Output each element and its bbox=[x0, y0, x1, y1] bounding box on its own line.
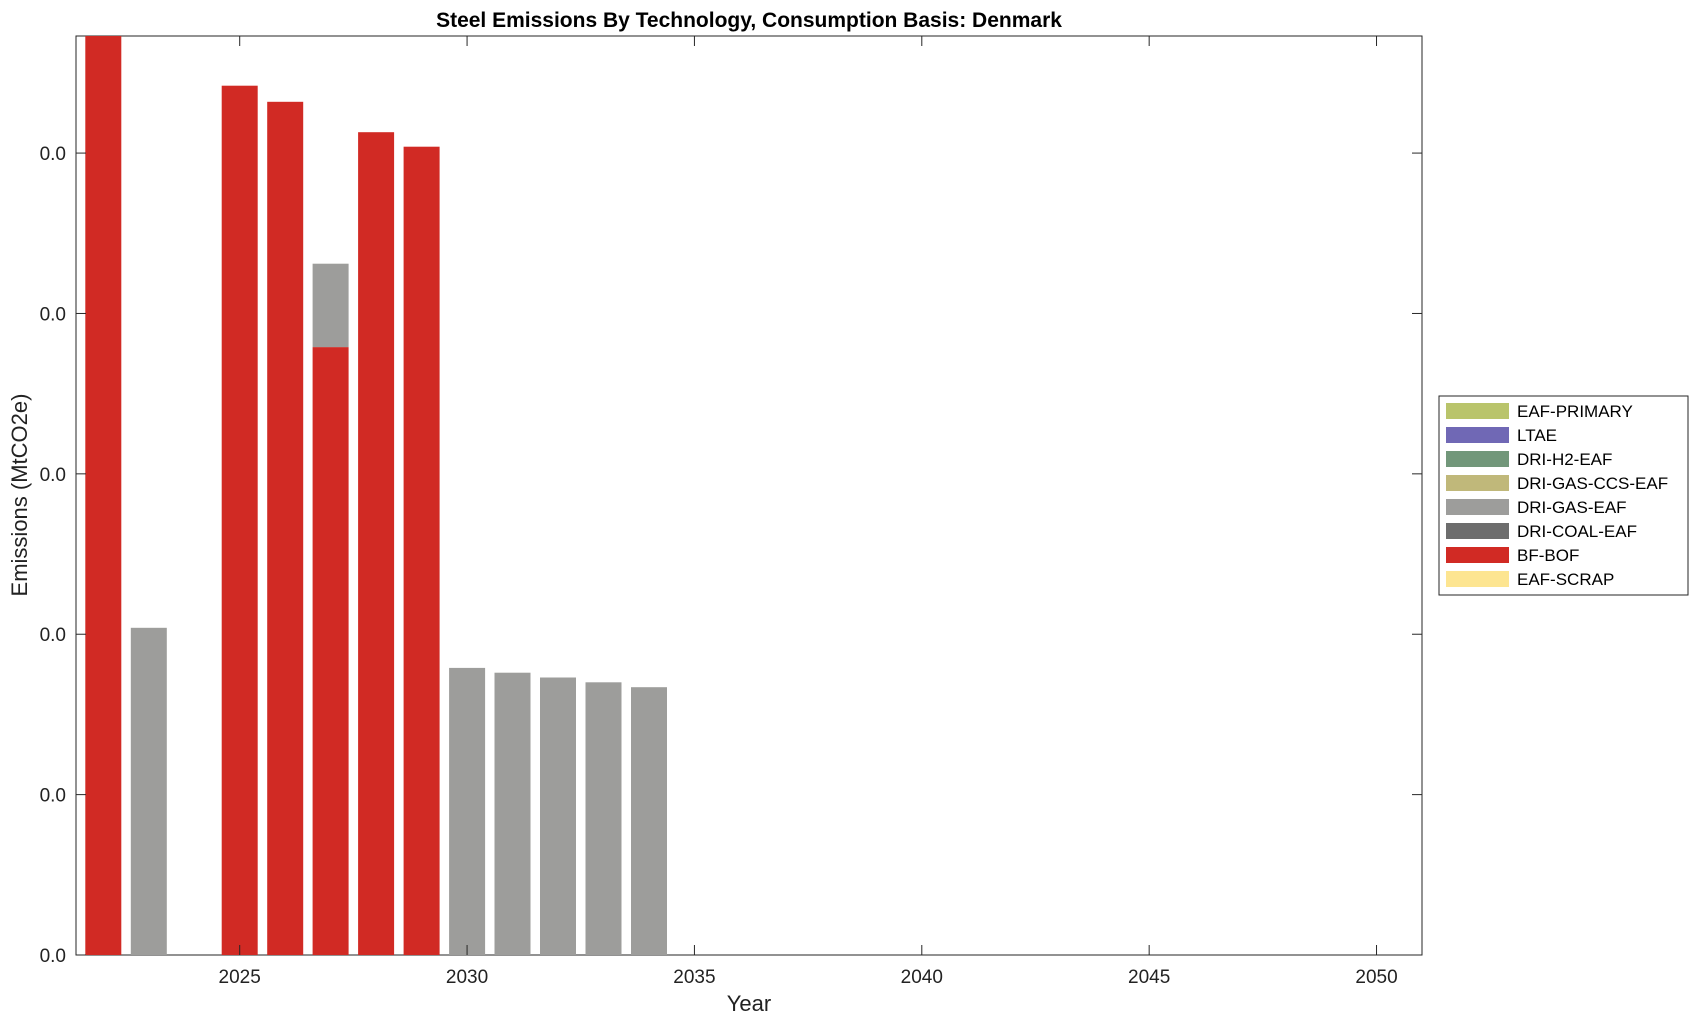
x-tick-label: 2035 bbox=[673, 967, 715, 988]
legend-label-bf-bof: BF-BOF bbox=[1517, 546, 1579, 565]
legend-label-dri-gas-eaf: DRI-GAS-EAF bbox=[1517, 498, 1627, 517]
legend-label-eaf-scrap: EAF-SCRAP bbox=[1517, 570, 1614, 589]
y-axis-label: Emissions (MtCO2e) bbox=[7, 394, 32, 597]
bar-bf-bof-2027 bbox=[312, 347, 349, 956]
y-axis: 0.0 0.0 0.0 0.0 0.0 0.0 bbox=[40, 144, 1422, 967]
legend-swatch-ltae bbox=[1446, 427, 1509, 443]
bar-dri-gas-eaf-2023 bbox=[130, 627, 167, 955]
x-tick-label: 2045 bbox=[1128, 967, 1170, 988]
legend-label-dri-coal-eaf: DRI-COAL-EAF bbox=[1517, 522, 1637, 541]
bar-bf-bof-2025 bbox=[221, 85, 258, 955]
bar-bf-bof-2026 bbox=[267, 101, 304, 956]
y-tick-label: 0.0 bbox=[40, 946, 66, 967]
bar-dri-gas-eaf-2033 bbox=[585, 682, 622, 955]
legend-label-eaf-primary: EAF-PRIMARY bbox=[1517, 402, 1633, 421]
legend-swatch-dri-gas-ccs-eaf bbox=[1446, 475, 1509, 491]
y-tick-label: 0.0 bbox=[40, 465, 66, 486]
x-tick-label: 2025 bbox=[219, 967, 261, 988]
bar-bf-bof-2028 bbox=[358, 132, 395, 955]
x-tick-label: 2040 bbox=[901, 967, 943, 988]
y-tick-label: 0.0 bbox=[40, 786, 66, 807]
legend-box bbox=[1438, 395, 1689, 596]
bar-bf-bof-2022 bbox=[85, 36, 122, 955]
y-tick-label: 0.0 bbox=[40, 625, 66, 646]
y-tick-label: 0.0 bbox=[40, 304, 66, 325]
bar-dri-gas-eaf-2032 bbox=[540, 677, 576, 955]
legend: EAF-PRIMARY LTAE DRI-H2-EAF DRI-GAS-CCS-EAF… bbox=[1438, 395, 1689, 596]
x-tick-label: 2030 bbox=[446, 967, 488, 988]
y-tick-label: 0.0 bbox=[40, 144, 66, 165]
x-tick-label: 2050 bbox=[1355, 967, 1397, 988]
legend-swatch-dri-coal-eaf bbox=[1446, 523, 1509, 539]
bar-bf-bof-2029 bbox=[403, 146, 440, 955]
legend-label-ltae: LTAE bbox=[1517, 426, 1557, 445]
legend-label-dri-gas-ccs-eaf: DRI-GAS-CCS-EAF bbox=[1517, 474, 1668, 493]
legend-swatch-bf-bof bbox=[1446, 547, 1509, 563]
chart-title: Steel Emissions By Technology, Consumpti… bbox=[436, 9, 1062, 32]
bars-layer bbox=[85, 36, 667, 956]
bar-dri-gas-eaf-2027 bbox=[312, 263, 349, 348]
legend-swatch-dri-gas-eaf bbox=[1446, 499, 1509, 515]
bar-dri-gas-eaf-2034 bbox=[631, 687, 667, 955]
bar-dri-gas-eaf-2030 bbox=[449, 667, 486, 955]
legend-swatch-eaf-primary bbox=[1446, 403, 1509, 419]
x-axis: 2025 2030 2035 2040 2045 2050 bbox=[219, 36, 1398, 988]
x-axis-label: Year bbox=[727, 991, 771, 1016]
legend-swatch-dri-h2-eaf bbox=[1446, 451, 1509, 467]
legend-swatch-eaf-scrap bbox=[1446, 571, 1509, 587]
bar-dri-gas-eaf-2031 bbox=[494, 672, 531, 955]
legend-label-dri-h2-eaf: DRI-H2-EAF bbox=[1517, 450, 1612, 469]
